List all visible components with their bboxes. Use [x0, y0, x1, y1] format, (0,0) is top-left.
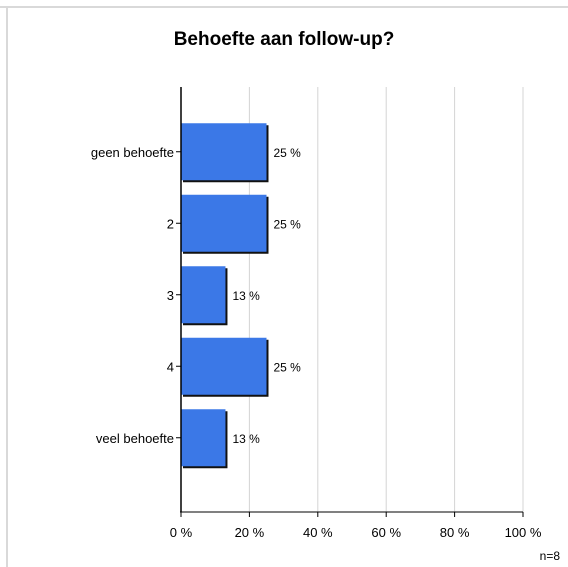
bar-0 — [181, 123, 267, 181]
category-label-3: 4 — [167, 359, 174, 374]
value-label-1: 25 % — [274, 217, 302, 231]
frame-border-top — [0, 6, 568, 8]
bar-1 — [181, 194, 267, 252]
x-tick-label-40: 40 % — [303, 525, 333, 540]
bar-4 — [181, 409, 226, 467]
chart-title: Behoefte aan follow-up? — [173, 29, 395, 50]
sample-size-label: n=8 — [539, 549, 560, 563]
x-tick-label-80: 80 % — [440, 525, 470, 540]
bar-2 — [181, 266, 226, 324]
value-label-2: 13 % — [232, 289, 260, 303]
x-tick-label-0: 0 % — [170, 525, 193, 540]
category-label-1: 2 — [167, 216, 174, 231]
frame-border-left — [6, 6, 8, 567]
value-label-3: 25 % — [274, 360, 302, 374]
category-label-0: geen behoefte — [91, 145, 174, 160]
category-label-4: veel behoefte — [96, 431, 174, 446]
value-label-0: 25 % — [274, 146, 302, 160]
category-label-2: 3 — [167, 288, 174, 303]
x-tick-label-100: 100 % — [505, 525, 542, 540]
value-label-4: 13 % — [232, 432, 260, 446]
x-tick-label-60: 60 % — [371, 525, 401, 540]
bar-3 — [181, 337, 267, 395]
x-tick-label-20: 20 % — [235, 525, 265, 540]
